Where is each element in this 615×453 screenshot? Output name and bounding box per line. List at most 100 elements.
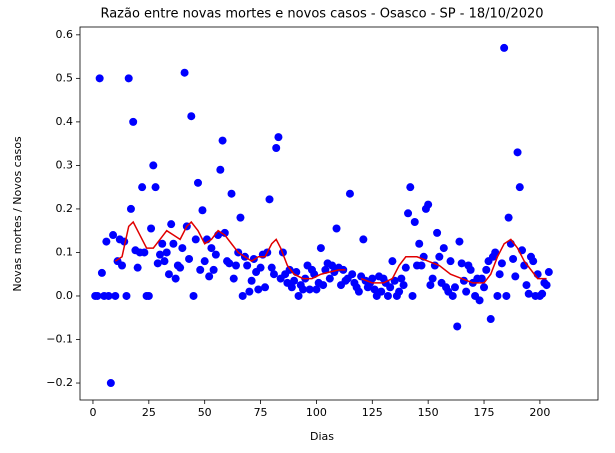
data-point: [457, 259, 466, 268]
data-point: [220, 228, 229, 237]
data-point: [245, 287, 254, 296]
data-point: [236, 213, 245, 222]
data-point: [435, 252, 444, 261]
y-tick-label: 0.0: [56, 289, 74, 302]
data-point: [93, 291, 102, 300]
chart-title: Razão entre novas mortes e novos casos -…: [100, 7, 543, 22]
data-point: [319, 281, 328, 290]
data-point: [164, 270, 173, 279]
data-point: [176, 263, 185, 272]
data-point: [169, 239, 178, 248]
x-tick-label: 150: [418, 406, 439, 419]
data-point: [424, 200, 433, 209]
y-tick-label: −0.1: [46, 333, 73, 346]
data-point: [274, 133, 283, 142]
data-point: [368, 274, 377, 283]
data-point: [287, 283, 296, 292]
data-point: [218, 136, 227, 145]
data-point: [453, 322, 462, 331]
data-point: [243, 261, 252, 270]
data-point: [428, 274, 437, 283]
x-tick-label: 125: [362, 406, 383, 419]
data-point: [211, 250, 220, 259]
data-point: [156, 250, 165, 259]
x-tick-label: 0: [89, 406, 96, 419]
data-point: [129, 117, 138, 126]
data-point: [542, 281, 551, 290]
data-point: [126, 204, 135, 213]
y-tick-label: 0.2: [56, 202, 74, 215]
data-point: [312, 285, 321, 294]
y-axis-label: Novas mortes / Novos casos: [11, 136, 24, 292]
data-point: [133, 263, 142, 272]
data-point: [171, 274, 180, 283]
data-point: [401, 263, 410, 272]
data-point: [513, 148, 522, 157]
data-point: [198, 206, 207, 215]
data-point: [408, 291, 417, 300]
y-tick-label: −0.2: [46, 376, 73, 389]
data-point: [111, 291, 120, 300]
data-point: [359, 235, 368, 244]
data-point: [122, 291, 131, 300]
data-point: [158, 239, 167, 248]
data-point: [187, 112, 196, 121]
data-point: [328, 261, 337, 270]
data-point: [196, 265, 205, 274]
x-tick-label: 100: [306, 406, 327, 419]
data-point: [477, 274, 486, 283]
data-point: [185, 254, 194, 263]
data-point: [388, 257, 397, 266]
data-point: [448, 291, 457, 300]
data-point: [404, 209, 413, 218]
data-point: [354, 287, 363, 296]
data-point: [149, 161, 158, 170]
data-point: [124, 74, 133, 83]
data-point: [426, 281, 435, 290]
data-point: [104, 291, 113, 300]
data-point: [162, 248, 171, 257]
x-tick-label: 50: [198, 406, 212, 419]
data-point: [397, 274, 406, 283]
data-point: [497, 259, 506, 268]
data-point: [399, 281, 408, 290]
data-point: [256, 263, 265, 272]
data-point: [118, 261, 127, 270]
data-point: [433, 228, 442, 237]
plot-frame: [79, 26, 599, 401]
data-point: [231, 261, 240, 270]
data-point: [225, 259, 234, 268]
data-point: [500, 43, 509, 52]
x-tick-label: 75: [254, 406, 268, 419]
data-point: [450, 283, 459, 292]
data-point: [446, 257, 455, 266]
data-point: [95, 74, 104, 83]
data-point: [106, 379, 115, 388]
data-point: [524, 289, 533, 298]
y-tick-label: 0.5: [56, 71, 74, 84]
data-point: [178, 244, 187, 253]
data-point: [486, 315, 495, 324]
data-point: [395, 287, 404, 296]
data-point: [209, 265, 218, 274]
data-point: [386, 283, 395, 292]
x-tick-label: 25: [142, 406, 156, 419]
data-point: [480, 283, 489, 292]
data-point: [325, 274, 334, 283]
data-point: [247, 276, 256, 285]
data-point: [502, 291, 511, 300]
data-point: [410, 217, 419, 226]
data-point: [227, 189, 236, 198]
data-point: [180, 68, 189, 77]
data-point: [504, 213, 513, 222]
trend-line: [114, 220, 547, 284]
data-point: [493, 291, 502, 300]
data-point: [160, 257, 169, 266]
data-point: [348, 270, 357, 279]
y-tick-label: 0.3: [56, 158, 74, 171]
data-point: [200, 257, 209, 266]
data-point: [229, 274, 238, 283]
data-point: [193, 178, 202, 187]
data-point: [272, 143, 281, 152]
data-point: [265, 195, 274, 204]
